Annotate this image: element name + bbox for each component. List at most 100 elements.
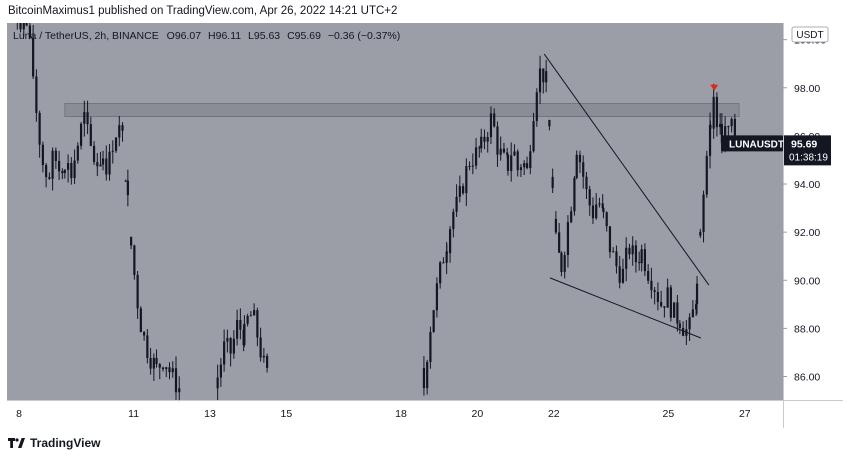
footer-brand[interactable]: TradingView: [8, 435, 100, 451]
last-price-box: [784, 135, 831, 166]
candle-body: [532, 121, 535, 152]
candle: [502, 142, 506, 154]
candle: [601, 194, 604, 211]
candle: [146, 329, 149, 364]
candle-body: [61, 171, 64, 174]
candle-body: [669, 287, 672, 318]
candle-body: [161, 367, 165, 370]
candle: [259, 327, 262, 362]
candle: [715, 92, 719, 137]
candle-body: [474, 147, 478, 166]
candle: [41, 141, 44, 173]
candle: [149, 347, 152, 375]
candle: [608, 226, 612, 259]
candle-body: [516, 151, 519, 171]
candle: [532, 112, 535, 153]
candle-body: [478, 147, 481, 149]
candle: [232, 330, 235, 359]
candle-body: [733, 118, 736, 140]
candle: [158, 363, 161, 380]
y-tick-label: 98.00: [794, 83, 820, 95]
candle-body: [32, 37, 35, 77]
candle-body: [628, 247, 631, 255]
candle: [76, 142, 79, 164]
candle: [653, 287, 656, 305]
candle: [471, 153, 474, 175]
time-axis[interactable]: 8 11 13 15 18 20 22 25 27: [16, 408, 751, 420]
candle: [89, 116, 92, 147]
candle: [560, 251, 563, 277]
candle-body: [108, 151, 111, 175]
candle-body: [513, 151, 516, 156]
candle: [262, 347, 265, 363]
trendline-lower[interactable]: [549, 277, 702, 339]
candle: [542, 68, 545, 94]
candle-body: [246, 316, 249, 324]
candle-body: [165, 367, 168, 370]
currency-badge[interactable]: USDT: [791, 26, 829, 43]
candle-body: [259, 337, 262, 358]
x-tick-label: 22: [548, 408, 560, 420]
candle-body: [582, 162, 585, 177]
candle-body: [76, 145, 79, 161]
candle: [92, 141, 96, 165]
candle-body: [92, 145, 96, 163]
footer-brand-text: TradingView: [30, 436, 101, 450]
candle-body: [712, 96, 715, 129]
candle: [54, 147, 57, 169]
candle: [640, 244, 643, 272]
candle: [124, 179, 127, 182]
candle: [229, 337, 232, 367]
candle-body: [709, 124, 712, 129]
candle: [538, 55, 542, 104]
candle: [695, 275, 699, 315]
candle: [32, 24, 35, 79]
chart-container[interactable]: 86.0088.0090.0092.0094.0096.0098.00100.0…: [7, 0, 843, 428]
candle: [506, 154, 510, 176]
candle-body: [133, 245, 136, 275]
symbol-title: Luna / TetherUS, 2h, BINANCE: [13, 30, 159, 42]
candle-body: [432, 310, 435, 332]
candle-body: [465, 166, 468, 194]
candle-body: [232, 338, 235, 354]
candle-body: [79, 123, 83, 146]
candle-body: [114, 137, 118, 151]
candle: [676, 294, 679, 332]
candle-body: [653, 290, 656, 292]
candle: [558, 223, 561, 253]
candle: [249, 311, 252, 317]
candle: [612, 247, 615, 253]
candle: [682, 321, 685, 337]
candle-body: [720, 123, 723, 144]
candle: [551, 168, 554, 194]
y-tick-label: 94.00: [794, 179, 820, 191]
candle: [582, 155, 585, 189]
candle: [246, 313, 249, 327]
candle-body: [253, 310, 256, 316]
candle-body: [695, 283, 699, 305]
price-chart[interactable]: 86.0088.0090.0092.0094.0096.0098.00100.0…: [7, 0, 843, 428]
candle: [133, 244, 136, 280]
candle: [519, 164, 523, 178]
candle-body: [48, 177, 51, 179]
candle-body: [595, 204, 598, 219]
candle-body: [121, 125, 124, 131]
candle-body: [602, 208, 605, 213]
candle-body: [554, 218, 558, 233]
x-tick-label: 25: [663, 408, 675, 420]
price-axis[interactable]: 86.0088.0090.0092.0094.0096.0098.00100.0…: [783, 35, 826, 384]
candle: [719, 113, 722, 135]
candle-body: [625, 247, 628, 269]
trendline-upper[interactable]: [543, 53, 710, 286]
candle-body: [25, 18, 28, 26]
candle: [121, 122, 124, 142]
candle: [656, 282, 659, 311]
candle: [570, 206, 573, 224]
candle-body: [535, 92, 538, 122]
candle-body: [727, 126, 730, 128]
candle-body: [266, 355, 269, 368]
candle-body: [174, 368, 178, 393]
candle-body: [702, 194, 705, 232]
currency-badge-box: [791, 26, 829, 43]
candle-body: [158, 364, 161, 368]
